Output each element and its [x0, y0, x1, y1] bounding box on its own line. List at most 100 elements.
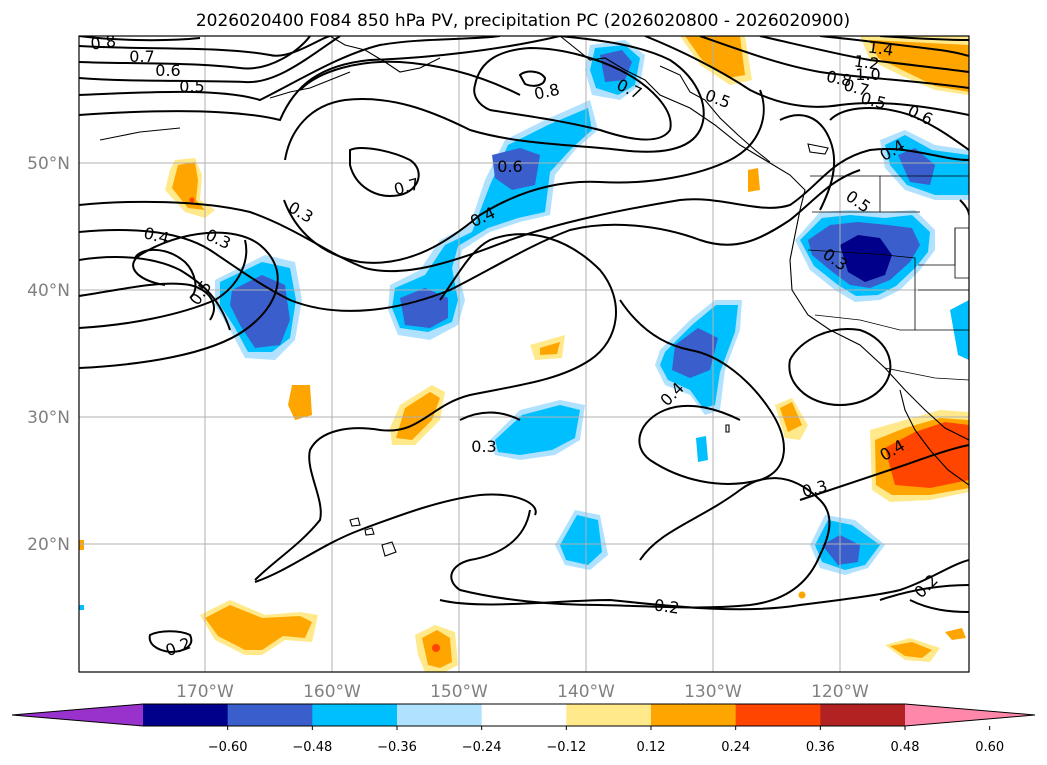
- pv-contour: [788, 328, 892, 406]
- colorbar-tick-label: 0.48: [891, 740, 920, 755]
- pv-contour: [254, 233, 617, 581]
- pv-contour: [459, 411, 521, 421]
- pv-contour: [699, 36, 969, 89]
- state-border: [814, 314, 969, 331]
- colorbar-segment: [397, 704, 483, 726]
- hawaii-island: [349, 517, 361, 527]
- pv-contour: [879, 584, 969, 601]
- precip-positive-area: [205, 605, 312, 650]
- contour-label: 1.4: [867, 37, 895, 59]
- pv-contour: [79, 36, 311, 70]
- precip-positive-area: [189, 197, 195, 203]
- contour-label: 0.8: [825, 67, 854, 91]
- colorbar-segment: [143, 704, 229, 726]
- pv-contour: [819, 36, 969, 57]
- precip-positive-area: [540, 342, 560, 355]
- latitude-labels: 50°N 40°N 30°N 20°N: [27, 154, 70, 555]
- precip-positive-area: [748, 168, 760, 192]
- pv-contour: [909, 599, 969, 613]
- contour-label: 0.2: [653, 595, 681, 617]
- lon-label: 150°W: [430, 682, 488, 702]
- contour-label: 0.7: [129, 47, 154, 66]
- pv-contours: [79, 36, 969, 654]
- pv-contour: [349, 147, 420, 197]
- aleutian-islands-west: [99, 127, 181, 141]
- island: [725, 424, 730, 433]
- pv-contour: [284, 36, 705, 161]
- pv-contour: [799, 444, 969, 501]
- colorbar-outline: [11, 703, 1036, 727]
- pv-contour: [79, 148, 969, 273]
- precip-negative-area: [822, 535, 860, 565]
- colorbar-max-extension: [905, 704, 1035, 726]
- pv-contour: [439, 559, 969, 611]
- aleutian-islands: [269, 71, 351, 99]
- state-border: [954, 228, 969, 279]
- pv-contour: [79, 282, 215, 321]
- hawaii-island: [381, 541, 397, 557]
- pv-contour: [450, 477, 831, 609]
- colorbar-tick-label: 0.24: [721, 740, 750, 755]
- colorbar-tick-label: −0.24: [462, 740, 502, 755]
- alaska-panhandle-islands: [659, 65, 771, 163]
- contour-label: 1.0: [855, 65, 880, 84]
- colorbar-segment: [735, 704, 821, 726]
- colorbar-segment: [651, 704, 737, 726]
- precip-positive-area: [798, 591, 806, 599]
- precip-negative-area: [696, 436, 708, 462]
- map-panel: 0.8 0.7 0.6 0.5 0.8 0.7 0.5 0.6 0.7 0.3 …: [78, 35, 970, 673]
- figure-title: 2026020400 F084 850 hPa PV, precipitatio…: [196, 11, 850, 31]
- colorbar-tick-label: 0.12: [637, 740, 666, 755]
- pv-contour: [79, 36, 201, 42]
- contour-label: 0.6: [155, 61, 180, 80]
- pv-contour: [779, 114, 836, 211]
- pv-contour: [518, 70, 547, 87]
- pv-contour: [759, 36, 969, 73]
- pv-contour: [79, 36, 341, 84]
- pv-contour: [254, 493, 537, 583]
- pv-contour: [134, 248, 197, 299]
- pv-contour: [299, 60, 521, 96]
- precip-positive-area: [432, 644, 440, 652]
- colorbar-segment: [227, 704, 313, 726]
- lat-label: 40°N: [27, 281, 70, 301]
- colorbar-tick-label: −0.36: [377, 740, 417, 755]
- precip-positive-area: [172, 162, 205, 210]
- colorbar-segment: [312, 704, 398, 726]
- lon-label: 140°W: [557, 682, 615, 702]
- colorbar-min-extension: [12, 704, 143, 726]
- island: [807, 143, 829, 155]
- precip-negative-area: [492, 148, 540, 190]
- contour-label: 0.3: [471, 437, 496, 456]
- lon-label: 120°W: [811, 682, 869, 702]
- precip-positive-area: [79, 540, 84, 550]
- colorbar-tick-label: −0.60: [208, 740, 248, 755]
- colorbar-tick-label: 0.36: [806, 740, 835, 755]
- us-mexico-border: [884, 367, 969, 381]
- precip-negative-area: [840, 235, 892, 282]
- lat-label: 20°N: [27, 535, 70, 555]
- pv-contour: [283, 89, 765, 264]
- colorbar-tick-label: −0.12: [546, 740, 586, 755]
- coastlines: [99, 36, 969, 557]
- colorbar: [11, 703, 1036, 727]
- pv-contour: [148, 630, 193, 654]
- lon-label: 170°W: [176, 682, 234, 702]
- hawaii-island: [364, 527, 375, 536]
- precip-positive-area: [945, 628, 966, 640]
- colorbar-tick-label: −0.48: [292, 740, 332, 755]
- precip-positive-area: [288, 385, 312, 420]
- colorbar-segment: [820, 704, 906, 726]
- pv-contour: [829, 107, 969, 151]
- colorbar-segment: [566, 704, 652, 726]
- lon-label: 160°W: [303, 682, 361, 702]
- contour-label: 1.2: [853, 51, 881, 73]
- precip-negative-area: [600, 50, 632, 82]
- pv-contour: [79, 36, 501, 102]
- contour-label: 0.8: [532, 80, 561, 104]
- pv-contour: [79, 36, 561, 122]
- lat-label: 30°N: [27, 408, 70, 428]
- graticule: [79, 36, 969, 672]
- precip-positive-area: [890, 642, 932, 658]
